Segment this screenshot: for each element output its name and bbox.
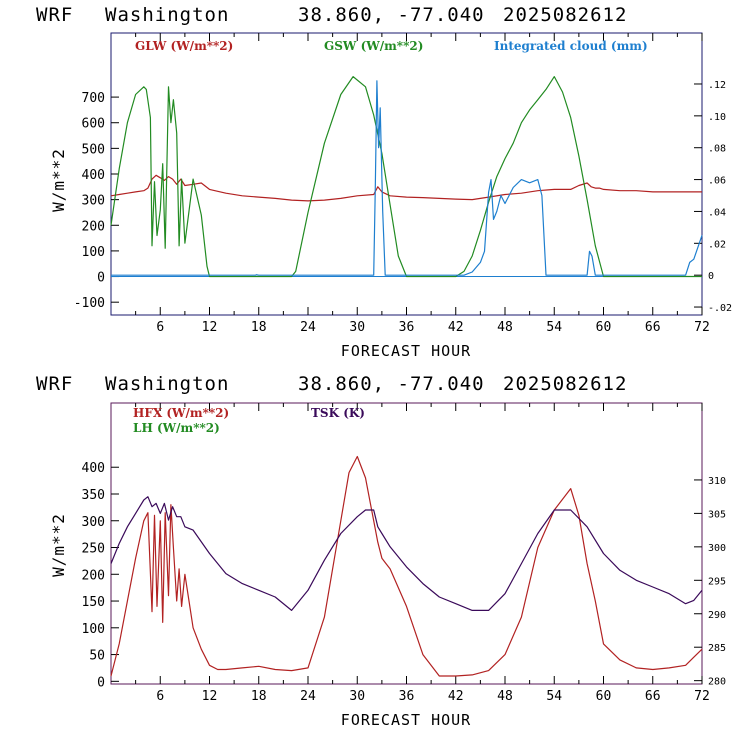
- bottom-plot-frame: [110, 402, 703, 685]
- bottom-y2tick-label: 280: [708, 677, 726, 688]
- bottom-y2tick-label: 305: [708, 509, 726, 520]
- bottom-ytick-label: 200: [82, 568, 105, 583]
- bottom-yaxis-label: W/m**2: [49, 513, 68, 577]
- bottom-xtick-label: 18: [251, 689, 267, 704]
- bottom-ytick-label: 50: [89, 649, 105, 664]
- top-y2tick-label: -.02: [708, 303, 732, 314]
- legend-integrated-cloud: Integrated cloud (mm): [494, 39, 648, 53]
- bottom-ytick-label: 400: [82, 461, 105, 476]
- top-series-gsw-line: [110, 75, 702, 278]
- top-xtick-label: 18: [251, 320, 267, 335]
- top-xtick-label: 12: [202, 320, 218, 335]
- top-xtick-label: 54: [546, 320, 562, 335]
- bottom-ytick-label: 350: [82, 488, 105, 503]
- bottom-y2tick-label: 310: [708, 476, 726, 487]
- bottom-ytick-label: 250: [82, 542, 105, 557]
- bottom-y2tick-label: 290: [708, 610, 726, 621]
- bottom-xtick-label: 66: [645, 689, 661, 704]
- top-xtick-label: 48: [497, 320, 513, 335]
- top-plot-frame: [110, 32, 703, 316]
- legend-tsk: TSK (K): [311, 406, 365, 420]
- top-y2tick-label: .12: [708, 80, 726, 91]
- top-header-location: Washington: [105, 4, 229, 26]
- bottom-header-init: 2025082612: [503, 373, 627, 395]
- bottom-xtick-label: 24: [300, 689, 316, 704]
- bottom-xtick-label: 30: [349, 689, 365, 704]
- bottom-xtick-label: 12: [202, 689, 218, 704]
- top-xtick-label: 60: [596, 320, 612, 335]
- bottom-plot-area: 6 12 18 24 30 36 42 48 54 60 66 72 0 50 100 150 200 250 30…: [82, 402, 726, 704]
- top-y2tick-label: 0: [708, 271, 714, 282]
- top-xaxis-label: FORECAST HOUR: [341, 342, 471, 360]
- top-ytick-label: -100: [74, 296, 105, 311]
- top-yaxis-label: W/m**2: [49, 148, 68, 212]
- bottom-xtick-label: 72: [694, 689, 710, 704]
- bottom-xaxis-label: FORECAST HOUR: [341, 711, 471, 729]
- top-y2tick-label: .08: [708, 144, 726, 155]
- bottom-ytick-label: 150: [82, 595, 105, 610]
- bottom-header-coords: 38.860, -77.040: [298, 373, 485, 395]
- top-plot-area: 6 12 18 24 30 36 42 48 54 60 66 72 -100 0 100 200 300 400…: [74, 32, 732, 335]
- top-xtick-label: 6: [156, 320, 164, 335]
- bottom-ytick-label: 0: [97, 675, 105, 690]
- bottom-xtick-label: 60: [596, 689, 612, 704]
- bottom-y2tick-label: 295: [708, 576, 726, 587]
- top-ytick-label: 100: [82, 245, 105, 260]
- top-xtick-label: 72: [694, 320, 710, 335]
- bottom-y2tick-label: 300: [708, 543, 726, 554]
- bottom-y2tick-label: 285: [708, 643, 726, 654]
- legend-glw: GLW (W/m**2): [135, 39, 233, 53]
- top-xtick-label: 42: [448, 320, 464, 335]
- bottom-xtick-label: 42: [448, 689, 464, 704]
- bottom-header-location: Washington: [105, 373, 229, 395]
- top-header-model: WRF: [36, 4, 73, 26]
- top-xtick-label: 24: [300, 320, 316, 335]
- top-xtick-label: 66: [645, 320, 661, 335]
- bottom-panel: WRF Washington 38.860, -77.040 202508261…: [36, 373, 726, 729]
- top-xtick-label: 36: [399, 320, 415, 335]
- top-ytick-label: 700: [82, 91, 105, 106]
- bottom-series-hfx-line: [110, 455, 703, 677]
- bottom-xtick-label: 54: [546, 689, 562, 704]
- bottom-ytick-label: 100: [82, 622, 105, 637]
- top-ytick-label: 200: [82, 219, 105, 234]
- legend-gsw: GSW (W/m**2): [324, 39, 423, 53]
- bottom-xtick-label: 6: [156, 689, 164, 704]
- bottom-ytick-label: 300: [82, 515, 105, 530]
- bottom-xtick-label: 48: [497, 689, 513, 704]
- bottom-series-tsk-line: [110, 496, 703, 612]
- top-header-init: 2025082612: [503, 4, 627, 26]
- legend-lh: LH (W/m**2): [133, 421, 220, 435]
- top-y2tick-label: .10: [708, 112, 726, 123]
- top-header-coords: 38.860, -77.040: [298, 4, 485, 26]
- top-xtick-label: 30: [349, 320, 365, 335]
- top-series-glw-line: [110, 174, 702, 202]
- top-y2tick-label: .04: [708, 207, 726, 218]
- top-ytick-label: 400: [82, 168, 105, 183]
- top-ytick-label: 300: [82, 194, 105, 209]
- bottom-xtick-label: 36: [399, 689, 415, 704]
- top-y2tick-label: .02: [708, 239, 726, 250]
- top-ytick-label: 600: [82, 117, 105, 132]
- bottom-header-model: WRF: [36, 373, 73, 395]
- legend-hfx: HFX (W/m**2): [133, 406, 229, 420]
- top-y2tick-label: .06: [708, 176, 726, 187]
- top-series-integrated-line: [111, 80, 703, 276]
- top-panel: WRF Washington 38.860, -77.040 202508261…: [36, 4, 732, 360]
- top-ytick-label: 0: [97, 271, 105, 286]
- top-ytick-label: 500: [82, 142, 105, 157]
